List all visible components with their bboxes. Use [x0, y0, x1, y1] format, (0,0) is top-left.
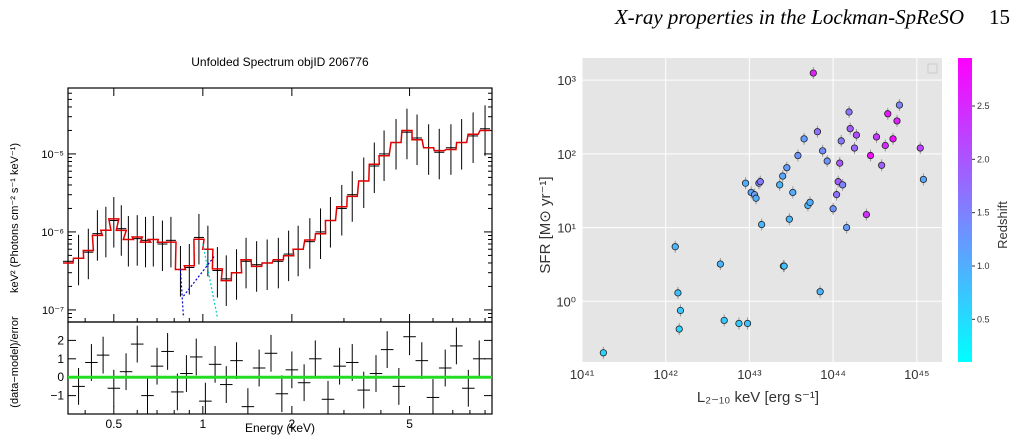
- scatter-ytick-label: 10³: [557, 73, 576, 88]
- scatter-point: [743, 319, 752, 328]
- scatter-point: [916, 144, 924, 152]
- scatter-point: [752, 194, 760, 202]
- scatter-point: [776, 181, 784, 189]
- spectrum-ytick-label: 10⁻⁶: [41, 227, 64, 239]
- scatter-point: [758, 220, 766, 229]
- residual-panel: 0.5 1 2 5 −1 0 1 2: [50, 321, 493, 431]
- scatter-point: [843, 223, 851, 232]
- page-number: 15: [989, 5, 1010, 29]
- scatter-point: [783, 164, 791, 172]
- scatter-point: [845, 108, 853, 116]
- scatter-point: [819, 147, 827, 155]
- spectrum-ytick-label: 10⁻⁵: [41, 149, 64, 161]
- scatter-point: [837, 137, 845, 145]
- sfr-lx-figure: 10⁴¹ 10⁴² 10⁴³ 10⁴⁴ 10⁴⁵ 10⁰ 10¹ 10² 10³ 0.5 1.0 1…: [537, 58, 1010, 406]
- colorbar-tick-label: 0.5: [977, 314, 990, 324]
- residual-ytick-label: 2: [57, 333, 64, 347]
- scatter-point: [884, 110, 892, 118]
- scatter-xtick-label: 10⁴⁵: [904, 367, 929, 382]
- scatter-point: [850, 144, 859, 152]
- scatter-point: [741, 179, 750, 187]
- scatter-point: [780, 262, 788, 270]
- residual-ytick-label: 0: [57, 370, 64, 384]
- scatter-point: [794, 151, 802, 160]
- scatter-point: [816, 288, 824, 296]
- scatter-ytick-label: 10²: [557, 147, 576, 162]
- scatter-xlabel: L₂₋₁₀ keV [erg s⁻¹]: [697, 389, 819, 406]
- scatter-ytick-label: 10⁰: [556, 294, 576, 309]
- scatter-point: [785, 215, 793, 223]
- scatter-point: [779, 172, 787, 180]
- scatter-point: [872, 133, 881, 141]
- spectrum-model-line: [63, 129, 491, 282]
- colorbar-tick-label: 1.5: [977, 208, 990, 218]
- residual-xtick-label: 1: [199, 417, 206, 431]
- spectrum-figure: Unfolded Spectrum objID 206776 10⁻⁷10⁻⁶1…: [9, 55, 493, 435]
- scatter-point: [823, 157, 831, 165]
- spectrum-component-blue: [179, 255, 216, 318]
- scatter-point: [716, 260, 724, 268]
- scatter-point: [735, 319, 743, 328]
- colorbar: 0.5 1.0 1.5 2.0 2.5: [958, 58, 990, 362]
- colorbar-bar: [958, 58, 972, 362]
- scatter-point: [866, 151, 875, 160]
- scatter-point: [789, 188, 797, 197]
- residual-ytick-label: −1: [50, 389, 64, 403]
- scatter-point: [862, 211, 871, 219]
- scatter-point: [919, 175, 928, 184]
- residual-xtick-label: 2: [289, 417, 296, 431]
- scatter-point: [720, 316, 728, 325]
- residual-ylabel: (data−model)/error: [9, 316, 21, 408]
- scatter-point: [839, 181, 847, 189]
- scatter-point: [893, 117, 901, 125]
- scatter-point: [895, 101, 904, 109]
- spectrum-panel: 10⁻⁷ 10⁻⁶ 10⁻⁵: [41, 87, 493, 323]
- scatter-point: [813, 128, 822, 136]
- spectrum-ylabel: keV² (Photons cm⁻² s⁻¹ keV⁻¹): [9, 143, 21, 293]
- residual-frame: [67, 321, 493, 415]
- scatter-ylabel: SFR [M⊙ yr⁻¹]: [537, 176, 554, 273]
- residual-xtick-label: 5: [406, 417, 413, 431]
- scatter-point: [878, 161, 886, 169]
- scatter-point: [889, 135, 897, 143]
- scatter-ytick-label: 10¹: [557, 221, 576, 236]
- spectrum-xlabel: Energy (keV): [245, 421, 315, 435]
- scatter-point: [599, 349, 607, 357]
- scatter-point: [671, 243, 679, 251]
- scatter-background: [582, 58, 942, 362]
- colorbar-tick-label: 1.0: [977, 261, 990, 271]
- residual-ytick-label: 1: [57, 352, 64, 366]
- scatter-point: [846, 125, 854, 133]
- scatter-point: [809, 69, 817, 77]
- scatter-point: [832, 191, 841, 199]
- spectrum-title: Unfolded Spectrum objID 206776: [191, 55, 369, 69]
- scatter-xtick-label: 10⁴⁴: [820, 367, 846, 382]
- scatter-point: [829, 205, 837, 213]
- scatter-point: [806, 198, 814, 206]
- running-title: X-ray properties in the Lockman-SpReSO: [614, 5, 964, 29]
- scatter-point: [800, 135, 808, 143]
- scatter-point: [676, 306, 685, 315]
- residual-xtick-label: 0.5: [105, 417, 122, 431]
- spectrum-component-cyan: [202, 243, 218, 318]
- scatter-point: [836, 159, 844, 167]
- colorbar-tick-label: 2.0: [977, 154, 990, 164]
- spectrum-ytick-label: 10⁻⁷: [42, 305, 64, 317]
- colorbar-label: Redshift: [995, 201, 1010, 249]
- scatter-point: [674, 289, 682, 297]
- colorbar-tick-label: 2.5: [977, 101, 990, 111]
- scatter-xtick-label: 10⁴²: [654, 367, 679, 382]
- scatter-point: [675, 325, 683, 333]
- scatter-point: [852, 131, 861, 139]
- scatter-legend: [927, 63, 938, 74]
- scatter-xtick-label: 10⁴³: [737, 367, 762, 382]
- scatter-point: [756, 178, 764, 186]
- scatter-panel: 10⁴¹ 10⁴² 10⁴³ 10⁴⁴ 10⁴⁵ 10⁰ 10¹ 10² 10³: [556, 58, 942, 382]
- scatter-point: [881, 141, 889, 150]
- spectrum-frame: [67, 87, 493, 323]
- scatter-xtick-label: 10⁴¹: [570, 367, 595, 382]
- page-header: X-ray properties in the Lockman-SpReSO 1…: [0, 0, 1024, 40]
